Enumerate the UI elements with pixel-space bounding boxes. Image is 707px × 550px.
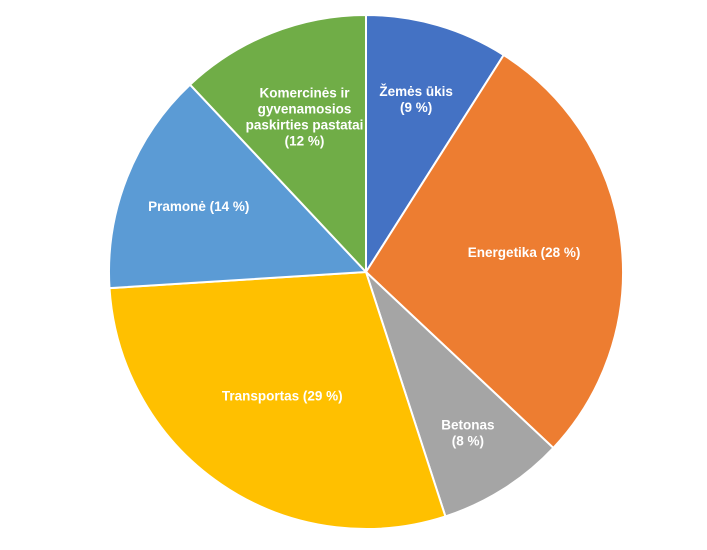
- slice-label-line: Komercinės ir: [259, 86, 350, 101]
- slice-label-line: Transportas (29 %): [222, 388, 343, 403]
- slice-label: Komercinės ir gyvenamosios paskirties past…: [246, 86, 364, 149]
- pie-slice: [364, 53, 624, 450]
- slice-label-line: paskirties pastatai: [246, 118, 364, 133]
- slice-label-line: (12 %): [285, 134, 325, 149]
- slice-label: Žemės ūkis (9 %): [379, 84, 453, 115]
- slice-label-line: Žemės ūkis: [379, 84, 453, 99]
- pie-slice: [365, 271, 555, 518]
- slice-label: Energetika (28 %): [468, 245, 581, 260]
- pie-slice: [365, 13, 506, 276]
- slice-label-line: Energetika (28 %): [468, 245, 581, 260]
- slice-label-line: Betonas: [441, 418, 494, 433]
- pie-slice: [108, 270, 447, 530]
- slice-label-line: gyvenamosios: [258, 102, 352, 117]
- slice-label: Pramonė (14 %): [148, 199, 249, 214]
- pie-slice: [108, 83, 369, 290]
- slice-label-line: (9 %): [400, 100, 432, 115]
- slice-label-line: (8 %): [452, 434, 484, 449]
- pie-slice: [188, 13, 367, 275]
- slice-label-line: Pramonė (14 %): [148, 199, 249, 214]
- slice-label: Transportas (29 %): [222, 388, 343, 403]
- slice-label: Betonas (8 %): [441, 418, 494, 449]
